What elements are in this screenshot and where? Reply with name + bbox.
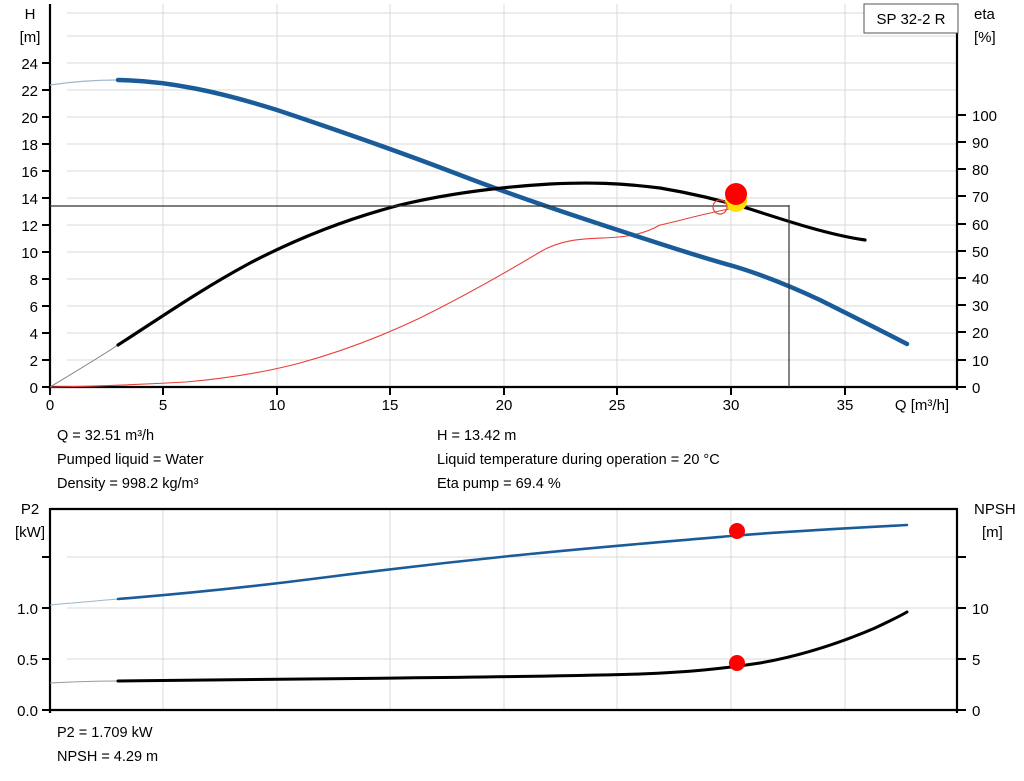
top-left-axis-title: H bbox=[25, 6, 36, 23]
model-label-box: SP 32-2 R bbox=[863, 3, 959, 34]
top-left-axis-unit: [m] bbox=[20, 29, 41, 46]
svg-text:90: 90 bbox=[972, 135, 989, 152]
svg-text:50: 50 bbox=[972, 244, 989, 261]
svg-text:10: 10 bbox=[972, 353, 989, 370]
svg-text:1.0: 1.0 bbox=[17, 601, 38, 618]
svg-text:8: 8 bbox=[30, 272, 38, 289]
info-right-0: H = 13.42 m bbox=[437, 428, 516, 444]
bottom-chart-left-ticks bbox=[42, 556, 50, 711]
svg-text:0: 0 bbox=[46, 397, 54, 414]
svg-text:18: 18 bbox=[21, 137, 38, 154]
bottom-chart-right-ticks bbox=[957, 556, 966, 711]
top-chart-x-ticks bbox=[49, 387, 846, 395]
svg-text:20: 20 bbox=[21, 110, 38, 127]
npsh-curve bbox=[116, 610, 909, 683]
bottom-right-tick-labels: 10 5 0 bbox=[972, 601, 989, 720]
svg-text:30: 30 bbox=[723, 397, 740, 414]
svg-text:100: 100 bbox=[972, 108, 997, 125]
svg-text:2: 2 bbox=[30, 353, 38, 370]
svg-text:14: 14 bbox=[21, 191, 38, 208]
info-left-1: Pumped liquid = Water bbox=[57, 452, 204, 468]
svg-text:10: 10 bbox=[972, 601, 989, 618]
bottom-right-axis-title: NPSH bbox=[974, 501, 1016, 518]
head-curve bbox=[115, 77, 910, 347]
svg-text:20: 20 bbox=[972, 325, 989, 342]
bottom-chart-axes bbox=[48, 507, 959, 713]
svg-text:0: 0 bbox=[972, 380, 980, 397]
top-chart-right-ticks bbox=[957, 114, 966, 388]
svg-text:10: 10 bbox=[269, 397, 286, 414]
p2-curve bbox=[116, 523, 909, 601]
duty-eta-ring bbox=[712, 199, 728, 215]
svg-text:20: 20 bbox=[496, 397, 513, 414]
svg-text:12: 12 bbox=[21, 218, 38, 235]
svg-text:30: 30 bbox=[972, 298, 989, 315]
svg-text:16: 16 bbox=[21, 164, 38, 181]
svg-text:0: 0 bbox=[972, 703, 980, 720]
power-curve-red bbox=[49, 206, 741, 388]
bottom-chart-gridlines bbox=[67, 508, 958, 710]
duty-point-marker-top bbox=[725, 183, 747, 212]
model-label: SP 32-2 R bbox=[877, 11, 946, 28]
svg-text:10: 10 bbox=[21, 245, 38, 262]
footer-1: NPSH = 4.29 m bbox=[57, 749, 158, 765]
svg-text:4: 4 bbox=[30, 326, 38, 343]
info-right-1: Liquid temperature during operation = 20… bbox=[437, 452, 720, 468]
top-right-tick-labels: 100 90 80 70 60 50 40 30 20 10 0 bbox=[972, 108, 997, 397]
info-right-2: Eta pump = 69.4 % bbox=[437, 476, 561, 492]
eta-curve bbox=[116, 181, 867, 347]
info-block: Q = 32.51 m³/h Pumped liquid = Water Den… bbox=[57, 428, 720, 492]
bottom-right-axis-unit: [m] bbox=[982, 524, 1003, 541]
bottom-left-axis-unit: [kW] bbox=[15, 524, 45, 541]
duty-point-marker-p2 bbox=[729, 523, 745, 539]
svg-text:70: 70 bbox=[972, 189, 989, 206]
top-x-axis-label: Q [m³/h] bbox=[895, 397, 949, 414]
top-chart-x-tick-labels: 0 5 10 15 20 25 30 35 bbox=[46, 397, 854, 414]
svg-text:60: 60 bbox=[972, 217, 989, 234]
top-chart-gridlines bbox=[67, 4, 958, 386]
footer-0: P2 = 1.709 kW bbox=[57, 725, 153, 741]
top-chart-left-ticks bbox=[42, 62, 50, 388]
svg-text:0: 0 bbox=[30, 380, 38, 397]
svg-text:40: 40 bbox=[972, 271, 989, 288]
svg-text:25: 25 bbox=[609, 397, 626, 414]
footer-block: P2 = 1.709 kW NPSH = 4.29 m bbox=[57, 725, 158, 765]
svg-text:15: 15 bbox=[382, 397, 399, 414]
svg-text:0.0: 0.0 bbox=[17, 703, 38, 720]
duty-point-marker-npsh bbox=[729, 655, 745, 671]
svg-text:22: 22 bbox=[21, 83, 38, 100]
svg-text:35: 35 bbox=[837, 397, 854, 414]
top-right-axis-unit: [%] bbox=[974, 29, 996, 46]
svg-text:24: 24 bbox=[21, 56, 38, 73]
eta-curve-leadin bbox=[49, 344, 119, 388]
info-left-0: Q = 32.51 m³/h bbox=[57, 428, 154, 444]
svg-text:5: 5 bbox=[159, 397, 167, 414]
bottom-left-axis-title: P2 bbox=[21, 501, 39, 518]
top-right-axis-title: eta bbox=[974, 6, 996, 23]
top-left-tick-labels: 24 22 20 18 16 14 12 10 8 6 4 2 0 bbox=[21, 56, 38, 397]
svg-text:6: 6 bbox=[30, 299, 38, 316]
svg-text:0.5: 0.5 bbox=[17, 652, 38, 669]
svg-text:5: 5 bbox=[972, 652, 980, 669]
info-left-2: Density = 998.2 kg/m³ bbox=[57, 476, 199, 492]
head-curve-leadin bbox=[49, 79, 119, 86]
svg-text:80: 80 bbox=[972, 162, 989, 179]
npsh-curve-leadin bbox=[49, 680, 119, 684]
bottom-left-tick-labels: 1.0 0.5 0.0 bbox=[17, 601, 38, 720]
p2-curve-leadin bbox=[49, 598, 119, 606]
